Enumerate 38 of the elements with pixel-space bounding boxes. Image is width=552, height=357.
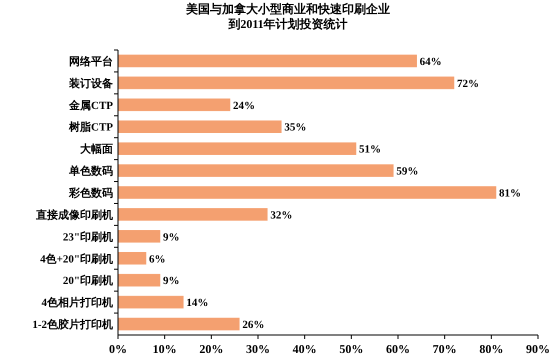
data-label: 72% [457, 78, 479, 90]
y-tick-label: 4色+20"印刷机 [40, 252, 113, 266]
y-tick-label: 直接成像印刷机 [35, 208, 113, 222]
y-tick-label: 23"印刷机 [62, 230, 113, 244]
y-tick-label: 单色数码 [68, 164, 113, 178]
data-label: 9% [163, 231, 180, 244]
data-label: 64% [420, 56, 442, 68]
x-tick-label: 90% [526, 342, 550, 356]
data-label: 51% [359, 144, 381, 156]
data-label: 81% [499, 188, 521, 200]
x-tick-label: 80% [479, 342, 504, 356]
x-tick-label: 30% [246, 342, 270, 356]
y-tick-label: 金属CTP [68, 98, 114, 112]
y-tick-label: 装订设备 [68, 76, 113, 90]
y-tick-label: 4色相片打印机 [42, 296, 113, 310]
data-label: 35% [284, 122, 306, 134]
y-tick-label: 大幅面 [80, 142, 113, 156]
chart-title: 美国与加拿大小型商业和快速印刷企业 [185, 2, 390, 16]
y-tick-label: 20"印刷机 [62, 274, 113, 288]
data-label: 26% [242, 319, 264, 332]
x-tick-label: 20% [199, 342, 224, 356]
x-tick-label: 70% [432, 342, 457, 356]
data-label: 14% [186, 297, 208, 310]
data-label: 24% [233, 100, 255, 112]
x-tick-label: 60% [386, 342, 410, 356]
x-tick-label: 10% [152, 342, 177, 356]
y-tick-label: 1-2色胶片打印机 [32, 318, 113, 332]
data-label: 6% [149, 253, 166, 266]
data-label: 9% [163, 275, 180, 288]
y-tick-label: 树脂CTP [68, 120, 114, 134]
y-tick-label: 网络平台 [69, 54, 113, 68]
x-tick-label: 50% [339, 342, 364, 356]
x-tick-label: 0% [109, 342, 127, 356]
data-label: 32% [270, 209, 292, 222]
x-tick-label: 40% [292, 342, 317, 356]
chart-subtitle: 到2011年计划投资统计 [227, 17, 348, 31]
data-label: 59% [396, 166, 418, 178]
y-tick-label: 彩色数码 [68, 186, 113, 200]
